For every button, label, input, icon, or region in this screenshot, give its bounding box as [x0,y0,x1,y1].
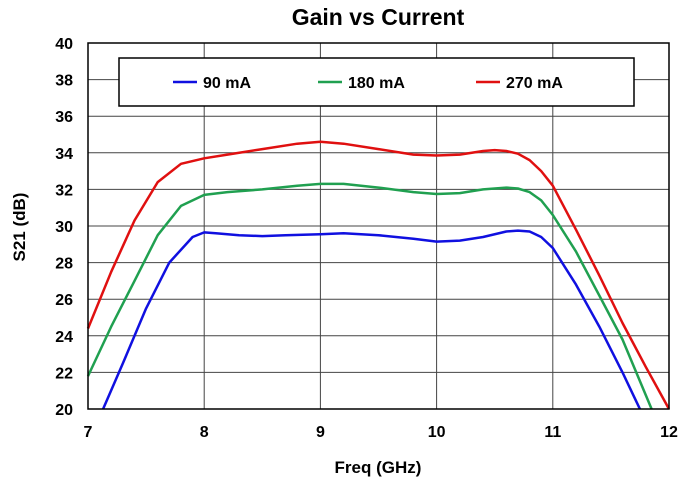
plot-frame [87,42,670,410]
y-tick-label: 30 [55,219,73,236]
legend-label: 270 mA [506,75,563,92]
x-tick-label: 8 [200,424,209,441]
y-tick-label: 20 [55,402,73,419]
y-tick-label: 22 [55,365,73,382]
legend-label: 180 mA [348,75,405,92]
chart-title: Gain vs Current [292,4,465,30]
y-tick-label: 26 [55,292,73,309]
y-tick-label: 38 [55,73,73,90]
x-tick-label: 7 [84,424,93,441]
tick-labels: 7 8 9 10 11 12 20 22 24 26 28 30 32 34 36 38 40 [55,36,678,441]
legend-label: 90 mA [203,75,251,92]
x-tick-label: 12 [660,424,678,441]
y-tick-label: 36 [55,109,73,126]
y-tick-label: 40 [55,36,73,53]
x-tick-label: 11 [544,424,561,441]
series-line-0 [101,229,642,410]
x-tick-label: 9 [316,424,325,441]
y-tick-label: 32 [55,182,73,199]
x-tick-label: 10 [428,424,446,441]
y-tick-label: 24 [55,329,73,346]
legend-box [118,57,635,107]
y-tick-label: 34 [55,146,73,163]
x-axis-label: Freq (GHz) [335,458,422,477]
y-axis-label: S21 (dB) [10,193,29,262]
series-lines [86,140,671,410]
y-tick-label: 28 [55,256,73,273]
series-line-1 [86,182,653,410]
legend: 90 mA 180 mA 270 mA [118,57,635,107]
series-line-2 [86,140,671,410]
